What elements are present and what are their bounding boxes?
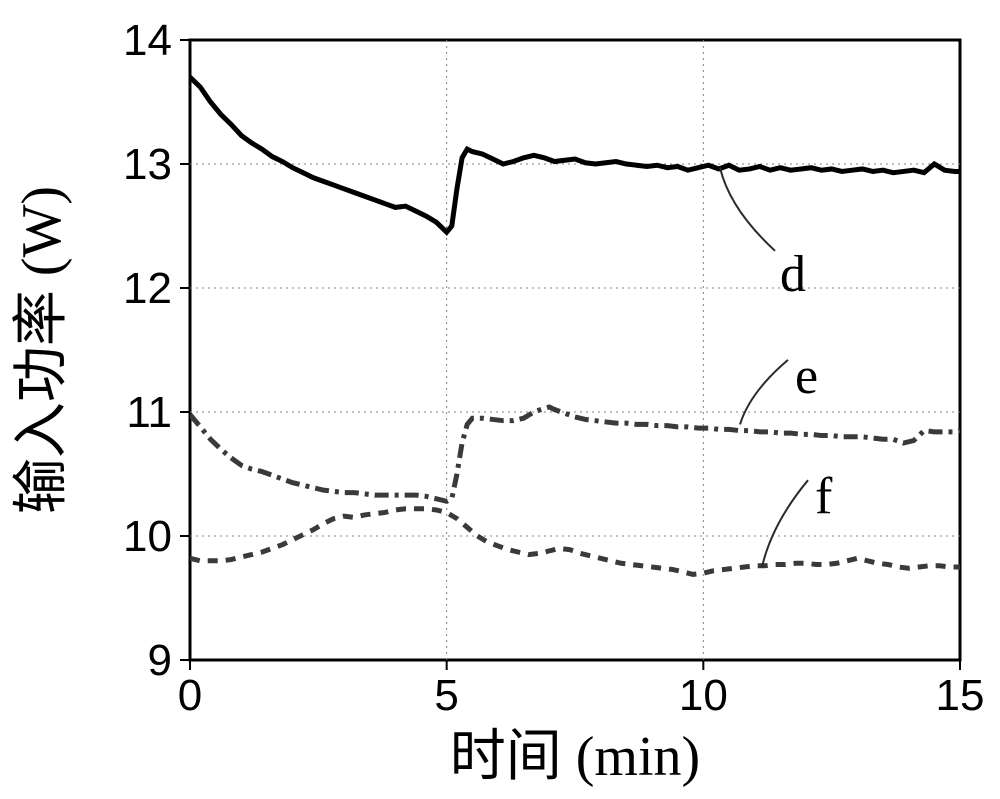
chart-svg: 0 5 10 15 9 10 11 12 13 14 时间 (min) 输入功率 (W) de f (0, 0, 1000, 799)
x-tick-label: 5 (434, 671, 458, 720)
x-tick-label: 15 (936, 671, 985, 720)
y-tick-label: 14 (123, 16, 172, 65)
x-tick-label: 0 (178, 671, 202, 720)
y-tick-label: 11 (126, 388, 172, 437)
series-label-f: f (815, 468, 833, 525)
plot-border (190, 40, 960, 660)
y-tick-label: 9 (148, 636, 172, 685)
callout-line-e (740, 360, 788, 424)
y-tick-label: 13 (123, 140, 172, 189)
power-vs-time-chart: 0 5 10 15 9 10 11 12 13 14 时间 (min) 输入功率 (W) de f (0, 0, 1000, 799)
callout-line-d (720, 168, 775, 251)
series-label-d: d (780, 246, 806, 303)
y-tick-label: 12 (123, 264, 172, 313)
callout-line-f (762, 480, 808, 567)
series-f (190, 509, 960, 575)
x-tick-label: 10 (679, 671, 728, 720)
x-axis-label: 时间 (min) (450, 726, 700, 788)
series-e (190, 407, 960, 501)
series-group (190, 77, 960, 574)
y-axis-label: 输入功率 (W) (11, 186, 73, 514)
series-label-e: e (795, 348, 818, 405)
series-d (190, 77, 960, 232)
y-tick-label: 10 (123, 512, 172, 561)
